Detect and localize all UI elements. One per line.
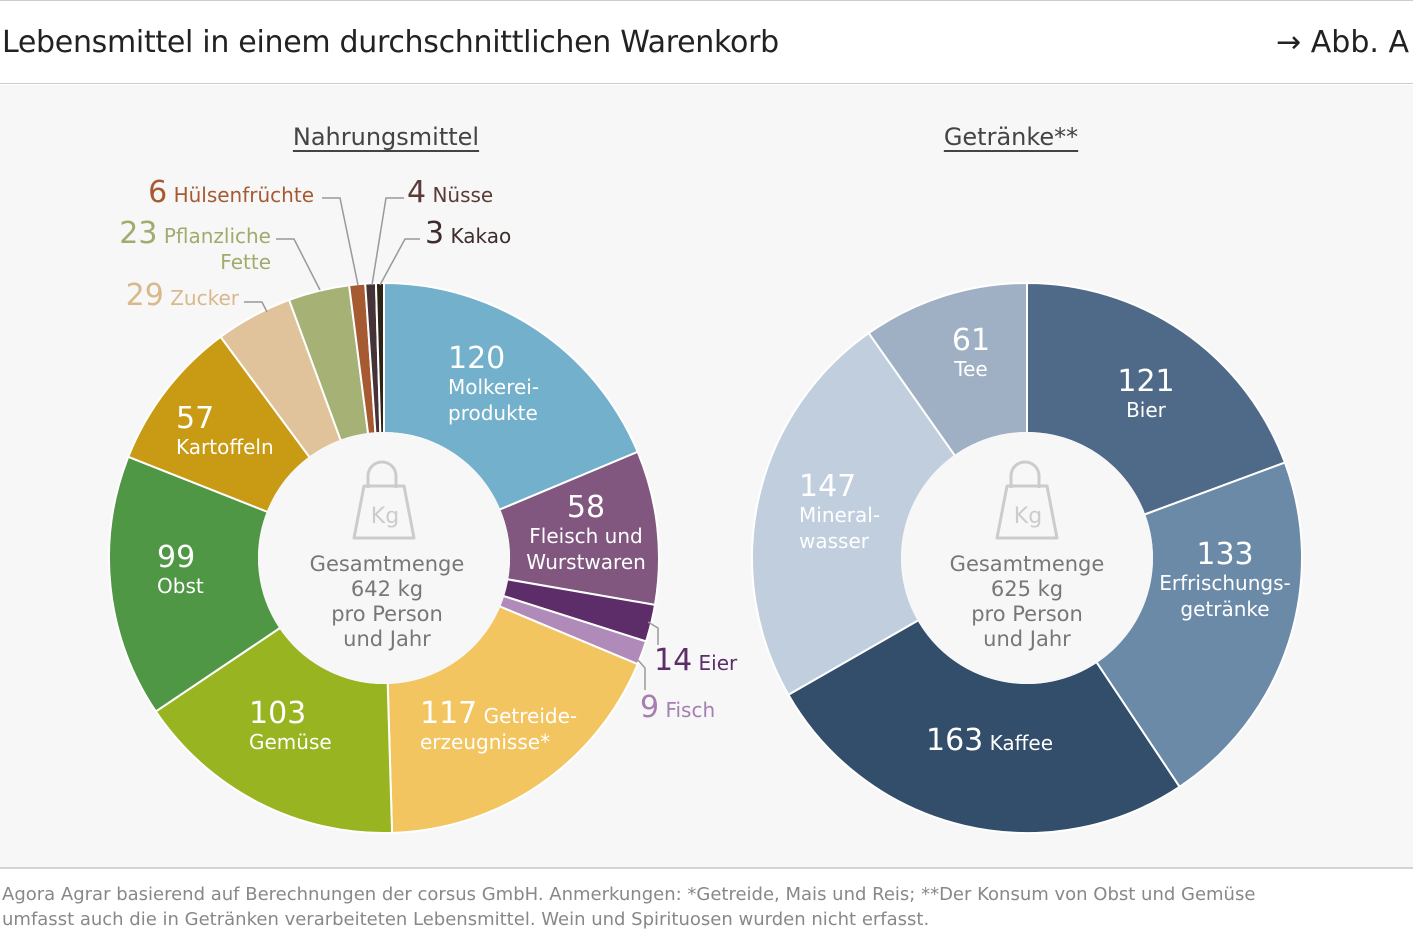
label-kakao: 3 Kakao [425,216,512,251]
kg-icon-text: Kg [371,504,399,529]
label-nuesse: 4 Nüsse [407,175,494,210]
footnote: Agora Agrar basierend auf Berechnungen d… [2,884,1256,930]
leader-kakao [379,238,420,286]
leader-huelsen [322,197,359,286]
label-obst: 99 Obst [157,540,204,599]
label-mineralwasser: 147 Mineral-wasser [799,469,881,554]
kg-weight-icon [995,460,1059,540]
kg-icon-text: Kg [1014,504,1042,529]
leader-fisch [637,659,646,690]
label-molkerei: 120 Molkerei-produkte [448,341,540,426]
label-gemuese: 103 Gemüse [249,696,332,755]
label-kaffee: 163 Kaffee [926,723,1054,758]
label-tee: 61 Tee [951,323,991,382]
page-title: Lebensmittel in einem durchschnittlichen… [2,25,779,60]
label-kartoffeln: 57 Kartoffeln [176,401,274,460]
center-text-right: Gesamtmenge 625 kg pro Person und Jahr [949,552,1105,651]
donut-hole [258,432,510,684]
label-fleisch: 58 Fleisch und Wurstwaren [526,490,646,575]
subtitle-getraenke: Getränke** [943,123,1079,151]
label-eier: 14 Eier [654,643,738,678]
label-fisch: 9 Fisch [640,690,716,725]
label-huelsen: 6 Hülsenfrüchte [148,175,314,210]
label-fette: 23 Pflanzliche Fette [119,216,271,275]
figure-reference: → Abb. A [1276,25,1409,60]
donut-1: Kg [751,281,1303,834]
donut-hole [901,432,1153,684]
center-text-left: Gesamtmenge 642 kg pro Person und Jahr [309,552,465,651]
subtitle-nahrungsmittel: Nahrungsmittel [292,123,480,151]
leader-zucker [244,301,268,313]
label-zucker: 29 Zucker [125,278,239,313]
leader-eier [647,621,659,645]
donut-0: Kg [108,281,660,834]
leader-nuesse [371,197,404,286]
header: Lebensmittel in einem durchschnittlichen… [0,0,1413,84]
label-getreide: 117 Getreide-erzeugnisse* [420,696,578,755]
leader-fette [276,238,321,291]
leader-lines [244,197,659,690]
label-erfrischung: 133 Erfrischungs-getränke [1159,537,1291,622]
label-bier: 121 Bier [1117,364,1175,423]
kg-weight-icon [352,460,416,540]
